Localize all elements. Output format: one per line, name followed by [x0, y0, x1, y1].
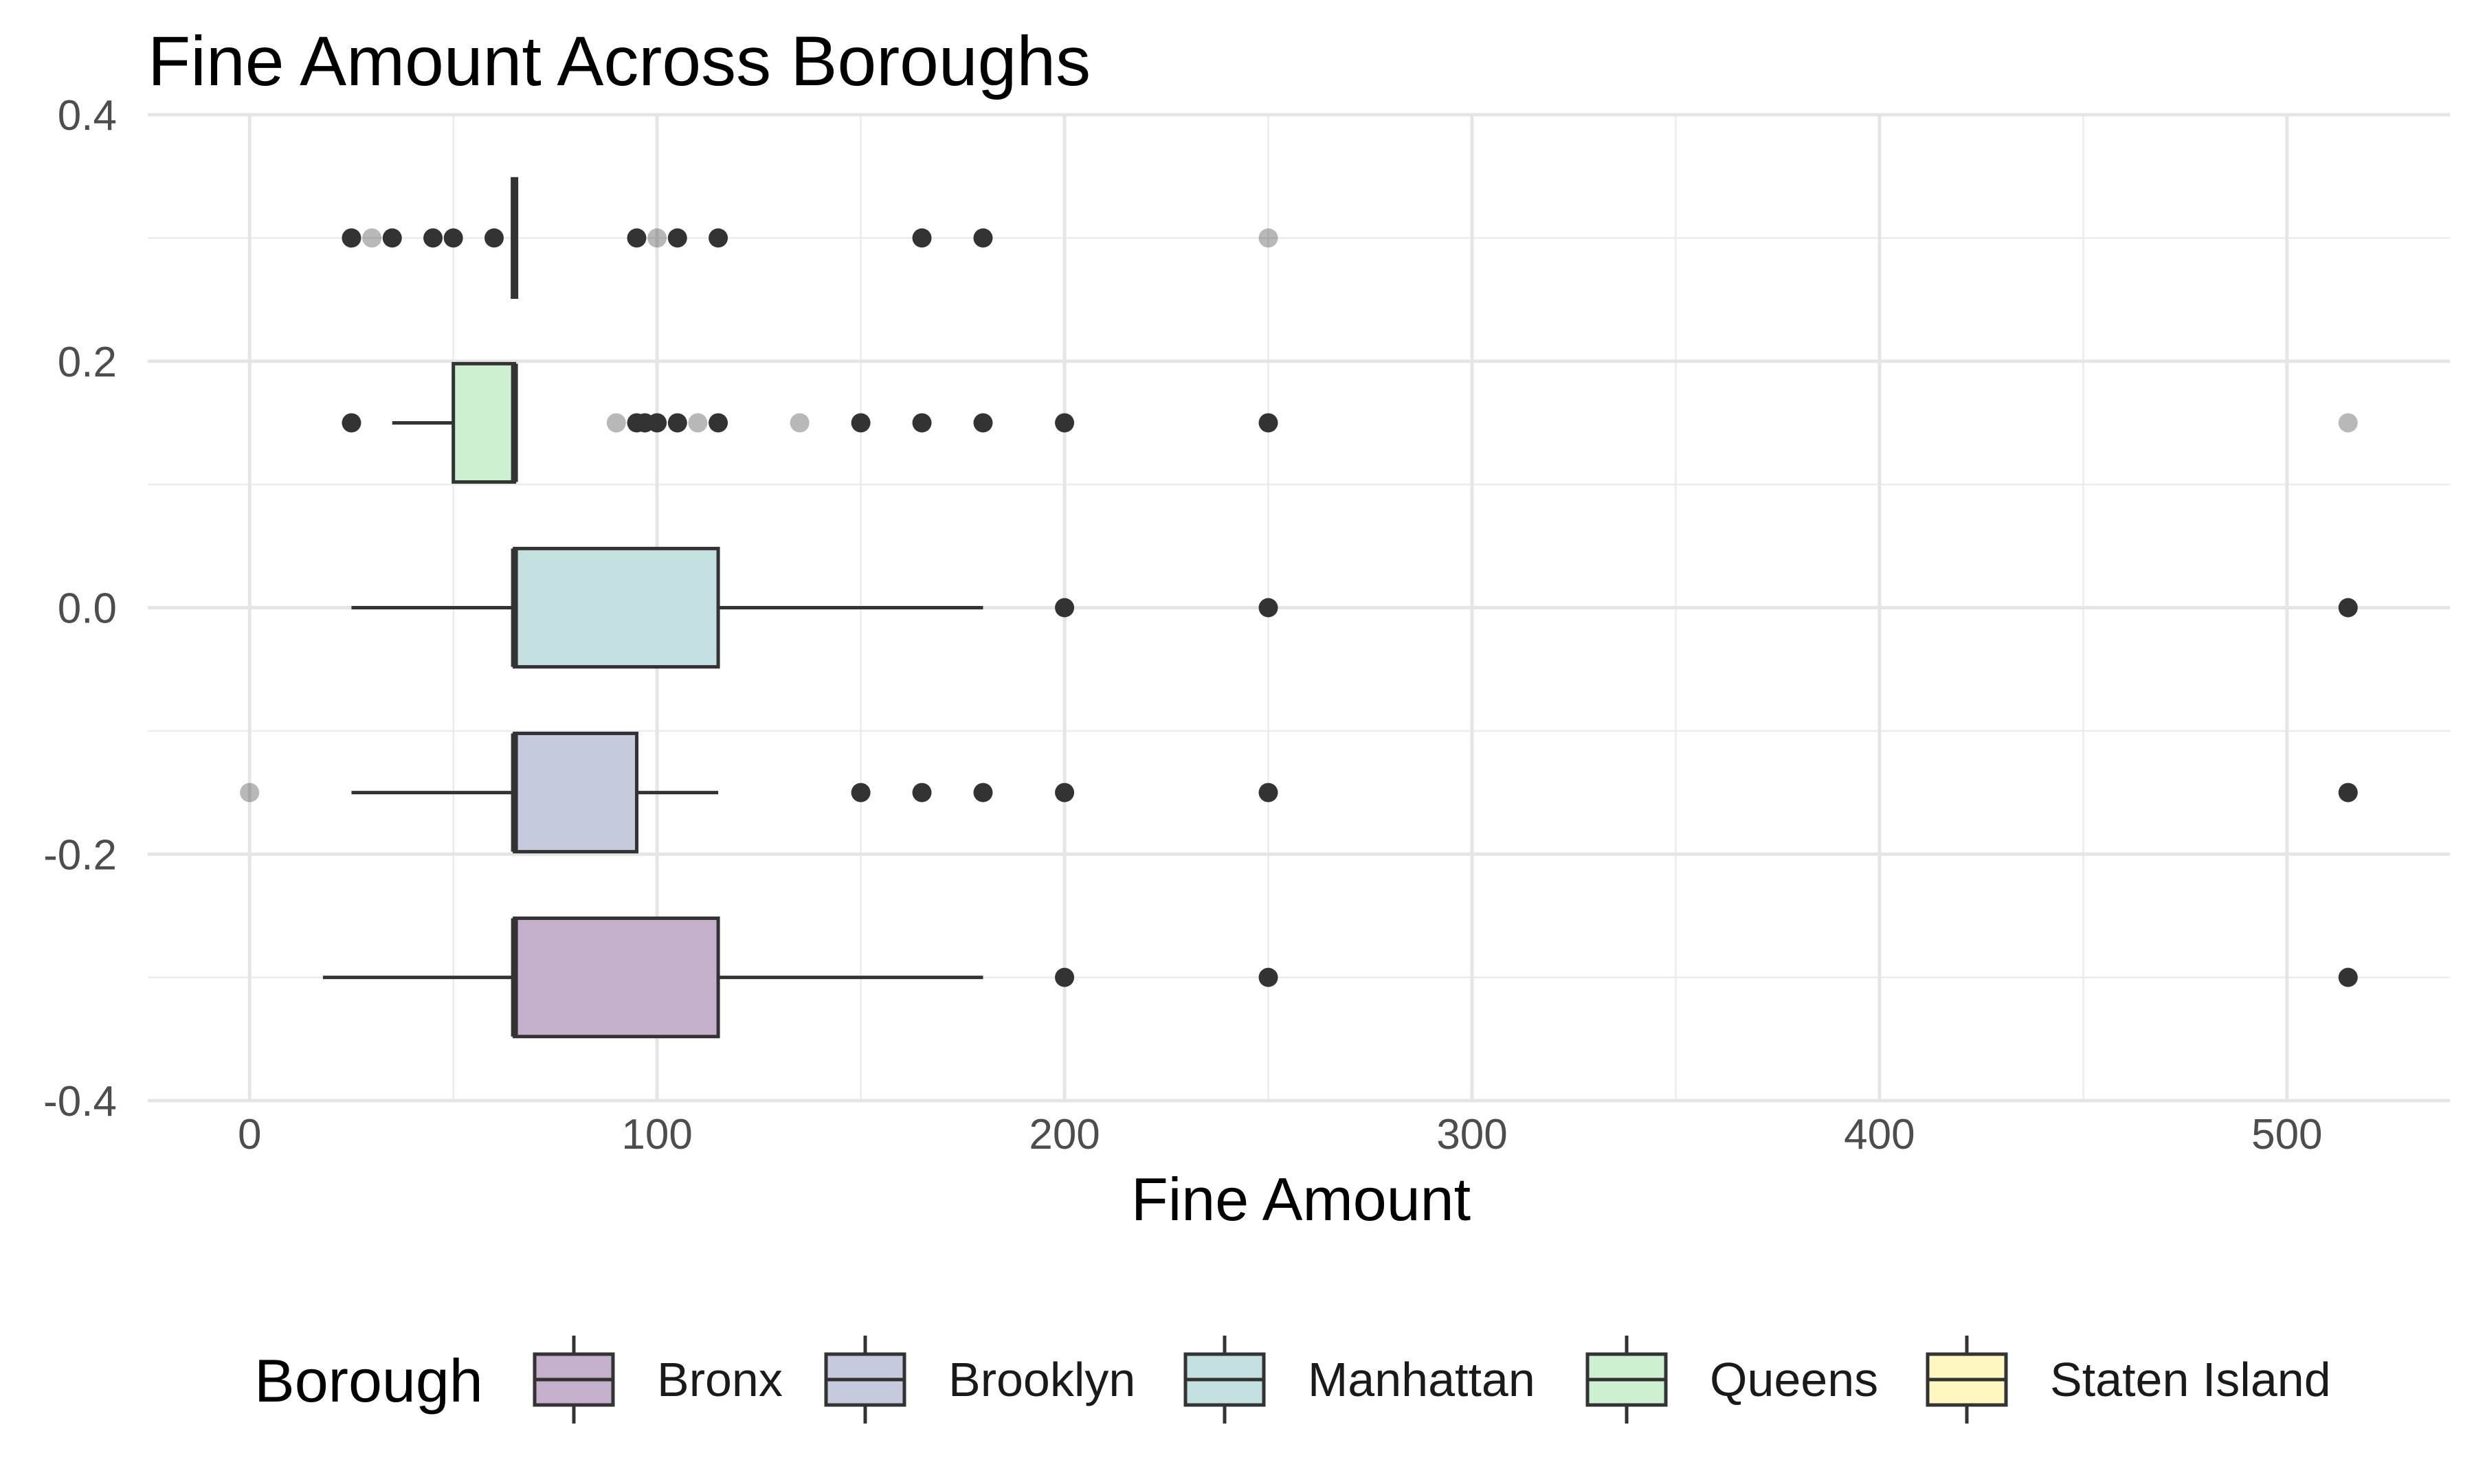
legend-item-brooklyn: Brooklyn: [824, 1336, 1135, 1424]
y-tick-label: 0.4: [58, 92, 117, 139]
y-tick-label: 0.2: [58, 339, 117, 386]
legend-item-bronx: Bronx: [533, 1336, 783, 1424]
outlier-point: [851, 413, 871, 433]
box-manhattan: [351, 546, 983, 669]
box-bronx: [322, 917, 983, 1039]
legend-label: Staten Island: [2050, 1353, 2331, 1406]
outlier-point: [2338, 783, 2358, 802]
outlier-point-faint: [1258, 228, 1278, 248]
legend-item-staten-island: Staten Island: [1926, 1336, 2331, 1424]
x-tick-label: 100: [621, 1111, 692, 1158]
legend: Borough Bronx Brooklyn Manhattan Queens Stat…: [254, 1336, 2331, 1424]
x-tick-label: 400: [1844, 1111, 1915, 1158]
box-brooklyn: [351, 731, 719, 854]
box-iqr: [513, 917, 720, 1039]
box-staten-island: [511, 177, 519, 299]
outlier-point: [382, 228, 402, 248]
x-axis-ticks: 0 100 200 300 400 500: [238, 1111, 2323, 1158]
box-iqr: [452, 361, 517, 484]
outlier-point: [647, 413, 667, 433]
x-axis-title: Fine Amount: [1131, 1165, 1471, 1233]
outlier-point: [912, 228, 932, 248]
outlier-point: [2338, 967, 2358, 987]
outlier-point-faint: [2338, 413, 2358, 433]
outlier-point: [709, 228, 728, 248]
outlier-point: [443, 228, 463, 248]
outlier-point-faint: [647, 228, 667, 248]
outlier-point-faint: [362, 228, 382, 248]
outlier-point: [342, 413, 361, 433]
y-tick-label: 0.0: [58, 585, 117, 633]
legend-label: Bronx: [657, 1353, 783, 1406]
outlier-point: [973, 413, 993, 433]
x-tick-label: 500: [2251, 1111, 2322, 1158]
outlier-point: [973, 783, 993, 802]
legend-item-queens: Queens: [1585, 1336, 1878, 1424]
outlier-point: [912, 783, 932, 802]
legend-label: Manhattan: [1308, 1353, 1535, 1406]
legend-title: Borough: [254, 1347, 483, 1415]
outlier-point: [1258, 413, 1278, 433]
box-iqr: [513, 546, 720, 669]
outlier-point-faint: [606, 413, 626, 433]
legend-label: Brooklyn: [948, 1353, 1135, 1406]
outlier-point: [912, 413, 932, 433]
outlier-point: [2338, 598, 2358, 618]
outlier-point: [1055, 967, 1075, 987]
box-queens: [392, 361, 518, 484]
outlier-point: [851, 783, 871, 802]
outlier-point: [1055, 598, 1075, 618]
outlier-point: [709, 413, 728, 433]
outlier-point: [1055, 783, 1075, 802]
y-axis-ticks: 0.4 0.2 0.0 -0.2 -0.4: [43, 92, 117, 1125]
outlier-point: [667, 413, 687, 433]
box-iqr: [513, 731, 639, 854]
outlier-point-faint: [790, 413, 810, 433]
plot-area: [322, 177, 983, 1039]
outlier-point: [627, 228, 647, 248]
outlier-point-faint: [688, 413, 708, 433]
y-tick-label: -0.2: [43, 831, 117, 879]
legend-label: Queens: [1710, 1353, 1878, 1406]
outlier-points: [240, 228, 2358, 987]
outlier-point-faint: [240, 783, 260, 802]
outlier-point: [342, 228, 361, 248]
y-tick-label: -0.4: [43, 1078, 117, 1125]
x-tick-label: 0: [238, 1111, 261, 1158]
outlier-point: [1258, 598, 1278, 618]
legend-item-manhattan: Manhattan: [1183, 1336, 1535, 1424]
chart-title: Fine Amount Across Boroughs: [148, 22, 1091, 100]
outlier-point: [1258, 783, 1278, 802]
grid: [148, 113, 2450, 1103]
outlier-point: [484, 228, 504, 248]
x-tick-label: 300: [1436, 1111, 1507, 1158]
outlier-point: [973, 228, 993, 248]
x-tick-label: 200: [1029, 1111, 1100, 1158]
outlier-point: [667, 228, 687, 248]
outlier-point: [1055, 413, 1075, 433]
outlier-point: [1258, 967, 1278, 987]
outlier-point: [423, 228, 443, 248]
